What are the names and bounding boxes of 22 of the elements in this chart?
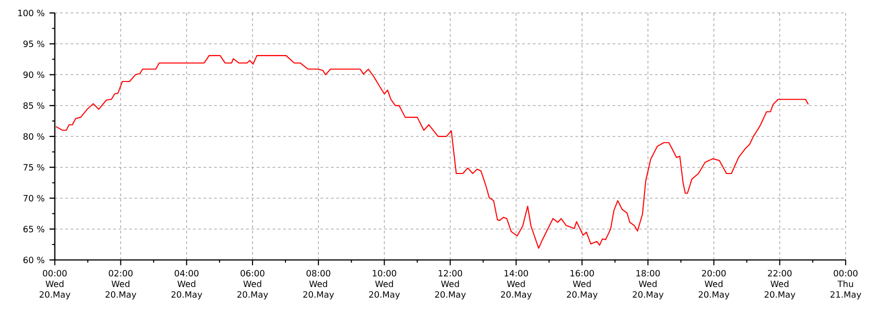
x-tick-label: 20:00 Wed 20.May: [698, 270, 730, 300]
x-tick-label: 00:00 Thu 21.May: [830, 270, 862, 300]
y-tick-label: 75 %: [24, 164, 44, 171]
x-tick-label: 22:00 Wed 20.May: [764, 270, 796, 300]
x-tick-label: 00:00 Wed 20.May: [40, 270, 70, 300]
x-tick-label: 10:00 Wed 20.May: [369, 270, 400, 300]
x-tick-label: 14:00 Wed 20.May: [500, 270, 532, 300]
x-tick-label: 16:00 Wed 20.May: [566, 270, 598, 300]
y-tick-label: 95 %: [23, 40, 44, 48]
y-tick-label: 70 %: [24, 195, 44, 202]
x-tick-label: 06:00 Wed 20.May: [237, 270, 268, 300]
y-tick-label: 90 %: [23, 72, 44, 78]
y-tick-label: 85 %: [23, 102, 44, 109]
x-tick-label: 12:00 Wed 20.May: [435, 270, 466, 300]
x-tick-label: 08:00 Wed 20.May: [303, 270, 334, 300]
y-tick-label: 80 %: [23, 133, 44, 140]
x-tick-label: 04:00 Wed 20.May: [171, 270, 202, 300]
y-tick-label: 100 %: [18, 10, 44, 16]
x-tick-label: 18:00 Wed 20.May: [632, 270, 664, 300]
y-tick-label: 60 %: [23, 256, 44, 264]
x-tick-label: 02:00 Wed 20.May: [106, 270, 136, 300]
y-tick-label: 65 %: [23, 226, 44, 232]
